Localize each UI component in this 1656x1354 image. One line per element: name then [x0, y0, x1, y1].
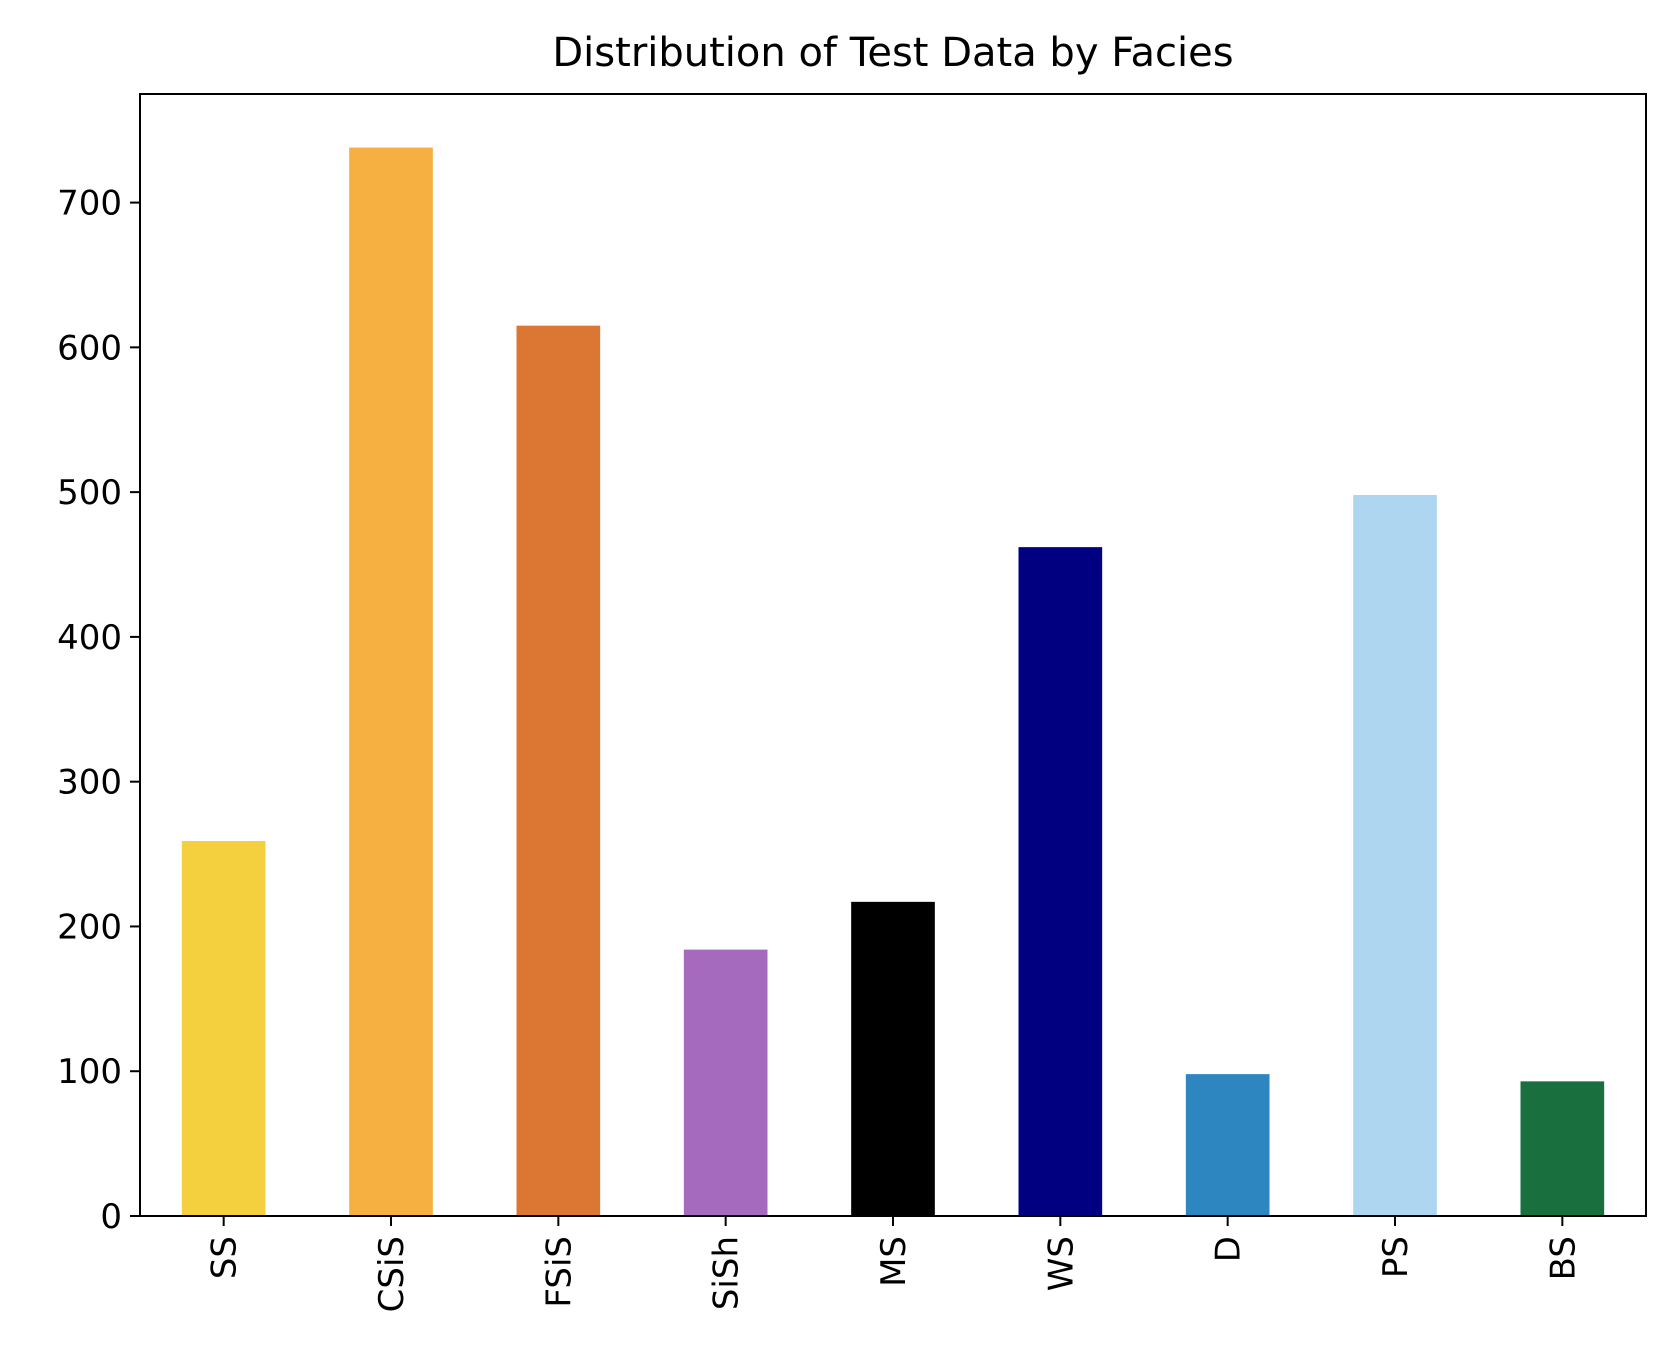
x-tick-label: D	[1209, 1236, 1249, 1262]
y-tick-label: 300	[57, 763, 122, 803]
x-axis: SS CSiS FSiS SiSh MS WS D PS BS	[205, 1216, 1583, 1312]
bar-ms	[851, 901, 935, 1216]
y-axis: 0 100 200 300 400 500 600 700	[57, 184, 140, 1237]
x-tick-label: SS	[205, 1236, 245, 1279]
bar-ss	[181, 841, 266, 1216]
chart-title: Distribution of Test Data by Facies	[552, 30, 1233, 76]
plot-frame	[139, 93, 1647, 1217]
y-tick-label: 400	[57, 618, 122, 658]
bar-ps	[1353, 495, 1437, 1216]
bar-fsis	[516, 325, 601, 1216]
x-tick-label: SiSh	[707, 1236, 747, 1310]
x-tick-label: WS	[1041, 1236, 1081, 1291]
y-tick-label: 100	[57, 1052, 122, 1092]
bar-d	[1185, 1074, 1270, 1216]
x-tick-label: MS	[874, 1236, 914, 1287]
bar-sish	[683, 949, 768, 1216]
x-tick-label: BS	[1543, 1236, 1583, 1280]
y-tick-label: 700	[57, 184, 122, 224]
y-tick-label: 600	[57, 328, 122, 368]
bar-bs	[1520, 1081, 1605, 1216]
x-tick-label: PS	[1376, 1236, 1416, 1278]
y-tick-label: 200	[57, 907, 122, 947]
bars-layer	[181, 147, 1605, 1216]
x-tick-label: FSiS	[539, 1236, 579, 1308]
bar-ws	[1018, 547, 1103, 1216]
y-tick-label: 0	[100, 1197, 122, 1237]
bar-csis	[349, 147, 433, 1216]
y-tick-label: 500	[57, 473, 122, 513]
x-tick-label: CSiS	[372, 1236, 412, 1312]
